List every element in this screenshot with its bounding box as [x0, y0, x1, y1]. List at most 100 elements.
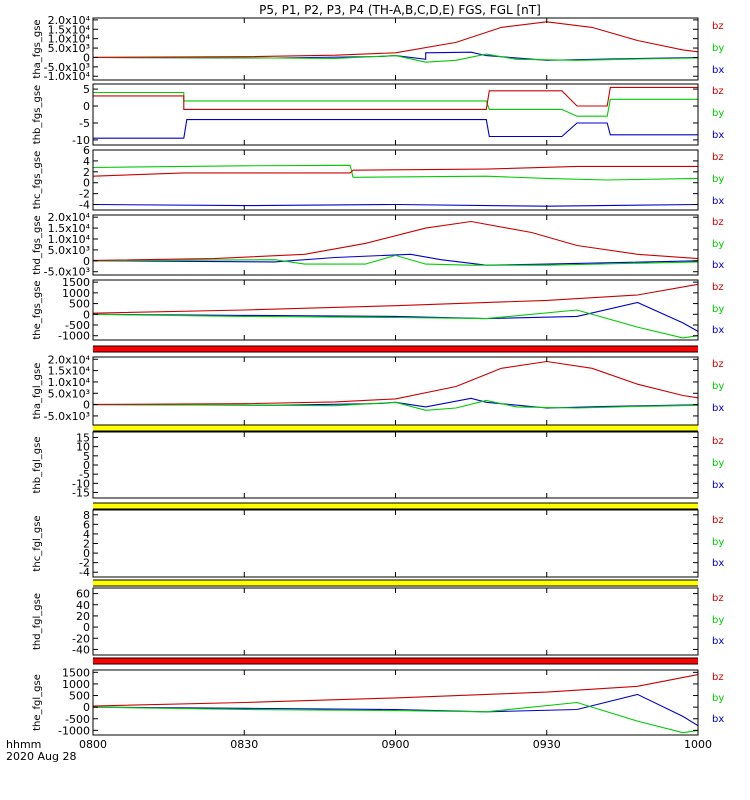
legend-bz: bz: [712, 436, 724, 447]
tha_fgs_gse-ytick-label: 1.0x10⁴: [48, 33, 91, 46]
panel-thd_fgs_gse: 2.0x10⁴1.5x10⁴1.0x10⁴5.0x10³0-5.0x10³thd…: [32, 211, 724, 279]
the_fgl_gse-bx-line: [92, 693, 699, 727]
legend-bx: bx: [712, 260, 724, 271]
tha_fgl_gse-ytick-label: 1.0x10⁴: [48, 376, 91, 389]
legend-by: by: [712, 108, 724, 119]
thc_fgs_gse-ytick-label: 0: [83, 177, 90, 190]
thc_fgl_gse-ytick-label: 0: [83, 547, 90, 560]
thb_fgl_gse-ytick-label: 0: [83, 459, 90, 472]
legend-bx: bx: [712, 558, 724, 569]
panel-ylabel: the_fgl_gse: [32, 674, 43, 731]
thb_fgs_gse-ytick-label: 0: [83, 100, 90, 113]
thb_fgl_gse-ytick-label: 10: [76, 441, 90, 454]
legend-by: by: [712, 304, 724, 315]
legend-bz: bz: [712, 152, 724, 163]
the_fgs_gse-ytick-label: 1500: [62, 276, 90, 289]
tha_fgs_gse-by-line: [92, 53, 699, 63]
panel-ylabel: the_fgs_gse: [32, 280, 43, 339]
legend-bz: bz: [712, 282, 724, 293]
thc_fgs_gse-bz-line: [92, 165, 698, 177]
the_fgl_gse-ytick-label: -1000: [58, 724, 90, 737]
x-tick-label: 0830: [230, 738, 258, 751]
the_fgl_gse-bz-line: [92, 674, 699, 707]
thb_fgs_gse-ytick-label: 5: [83, 83, 90, 96]
status-bar: [93, 346, 698, 352]
legend-bz: bz: [712, 217, 724, 228]
the_fgl_gse-ytick-label: 500: [69, 690, 90, 703]
thd_fgs_gse-ytick-label: 1.5x10⁴: [48, 222, 91, 235]
the_fgl_gse-ytick-label: 1000: [62, 678, 90, 691]
legend-by: by: [712, 537, 724, 548]
thc_fgs_gse-by-line: [92, 164, 699, 181]
legend-bx: bx: [712, 65, 724, 76]
legend-bz: bz: [712, 593, 724, 604]
thb_fgl_gse-frame: [92, 431, 699, 499]
thc_fgl_gse-frame: [92, 509, 699, 578]
the_fgl_gse-ytick-label: 1500: [62, 666, 90, 679]
tha_fgl_gse-ytick-label: 0: [83, 399, 90, 412]
the_fgs_gse-ytick-label: 1000: [62, 287, 90, 300]
panel-ylabel: thb_fgs_gse: [32, 85, 43, 144]
legend-bz: bz: [712, 86, 724, 97]
thd_fgs_gse-ytick-label: -5.0x10³: [44, 266, 90, 279]
thc_fgl_gse-ytick-label: 4: [83, 528, 90, 541]
status-bar: [93, 425, 698, 431]
thc_fgs_gse-ytick-label: -4: [79, 199, 90, 212]
the_fgs_gse-bx-line: [92, 301, 699, 332]
the_fgl_gse-ytick-label: 0: [83, 701, 90, 714]
thd_fgs_gse-ytick-label: 1.0x10⁴: [48, 233, 91, 246]
panel-ylabel: thd_fgl_gse: [32, 593, 43, 650]
tha_fgl_gse-frame: [92, 356, 699, 426]
thb_fgs_gse-bz-line: [93, 86, 698, 110]
thd_fgs_gse-bz-line: [92, 220, 699, 261]
the_fgs_gse-ytick-label: 0: [83, 308, 90, 321]
thc_fgl_gse-ytick-label: 6: [83, 518, 90, 531]
tha_fgs_gse-ytick-label: 5.0x10³: [48, 42, 90, 55]
x-tick-label: 0800: [79, 738, 107, 751]
the_fgs_gse-ytick-label: -500: [65, 319, 90, 332]
the_fgs_gse-ytick-label: 500: [69, 298, 90, 311]
tha_fgl_gse-bx-line: [92, 397, 699, 409]
thc_fgl_gse-ytick-label: 2: [83, 538, 90, 551]
tha_fgs_gse-ytick-label: 0: [83, 51, 90, 64]
tha_fgl_gse-ytick-label: 2.0x10⁴: [48, 353, 91, 366]
tha_fgs_gse-ytick-label: 1.5x10⁴: [48, 23, 91, 36]
tha_fgl_gse-by-line: [92, 399, 699, 411]
thc_fgl_gse-ytick-label: 8: [83, 509, 90, 522]
tha_fgl_gse-ytick-label: 5.0x10³: [48, 387, 90, 400]
thd_fgs_gse-by-line: [92, 254, 699, 266]
thb_fgs_gse-ytick-label: -5: [79, 117, 90, 130]
thd_fgs_gse-frame: [92, 214, 699, 276]
panel-stack: 2.0x10⁴1.5x10⁴1.0x10⁴5.0x10³0-5.0x10³-1.…: [32, 14, 724, 737]
chart-title: P5, P1, P2, P3, P4 (TH-A,B,C,D,E) FGS, F…: [259, 3, 541, 17]
tha_fgs_gse-bx-line: [92, 51, 699, 61]
panel-ylabel: thc_fgl_gse: [32, 515, 43, 571]
the_fgs_gse-by-line: [92, 309, 699, 339]
legend-by: by: [712, 174, 724, 185]
panel-ylabel: tha_fgs_gse: [32, 19, 43, 78]
the_fgs_gse-bz-line: [92, 283, 699, 314]
legend-bx: bx: [712, 403, 724, 414]
panel-tha_fgs_gse: 2.0x10⁴1.5x10⁴1.0x10⁴5.0x10³0-5.0x10³-1.…: [32, 14, 724, 83]
legend-bx: bx: [712, 636, 724, 647]
thb_fgs_gse-bx-line: [93, 119, 698, 139]
legend-by: by: [712, 381, 724, 392]
legend-bz: bz: [712, 515, 724, 526]
thc_fgs_gse-ytick-label: 4: [83, 155, 90, 168]
legend-by: by: [712, 43, 724, 54]
thd_fgs_gse-ytick-label: 5.0x10³: [48, 244, 90, 257]
x-axis-label: hhmm: [6, 738, 41, 751]
legend-bx: bx: [712, 714, 724, 725]
status-bar: [93, 503, 698, 509]
the_fgs_gse-ytick-label: -1000: [58, 330, 90, 343]
thc_fgs_gse-bx-line: [92, 203, 699, 207]
thd_fgl_gse-ytick-label: 60: [76, 588, 90, 601]
thb_fgs_gse-ytick-label: -10: [72, 134, 90, 147]
tha_fgl_gse-ytick-label: 1.5x10⁴: [48, 365, 91, 378]
thc_fgs_gse-ytick-label: 6: [83, 144, 90, 157]
